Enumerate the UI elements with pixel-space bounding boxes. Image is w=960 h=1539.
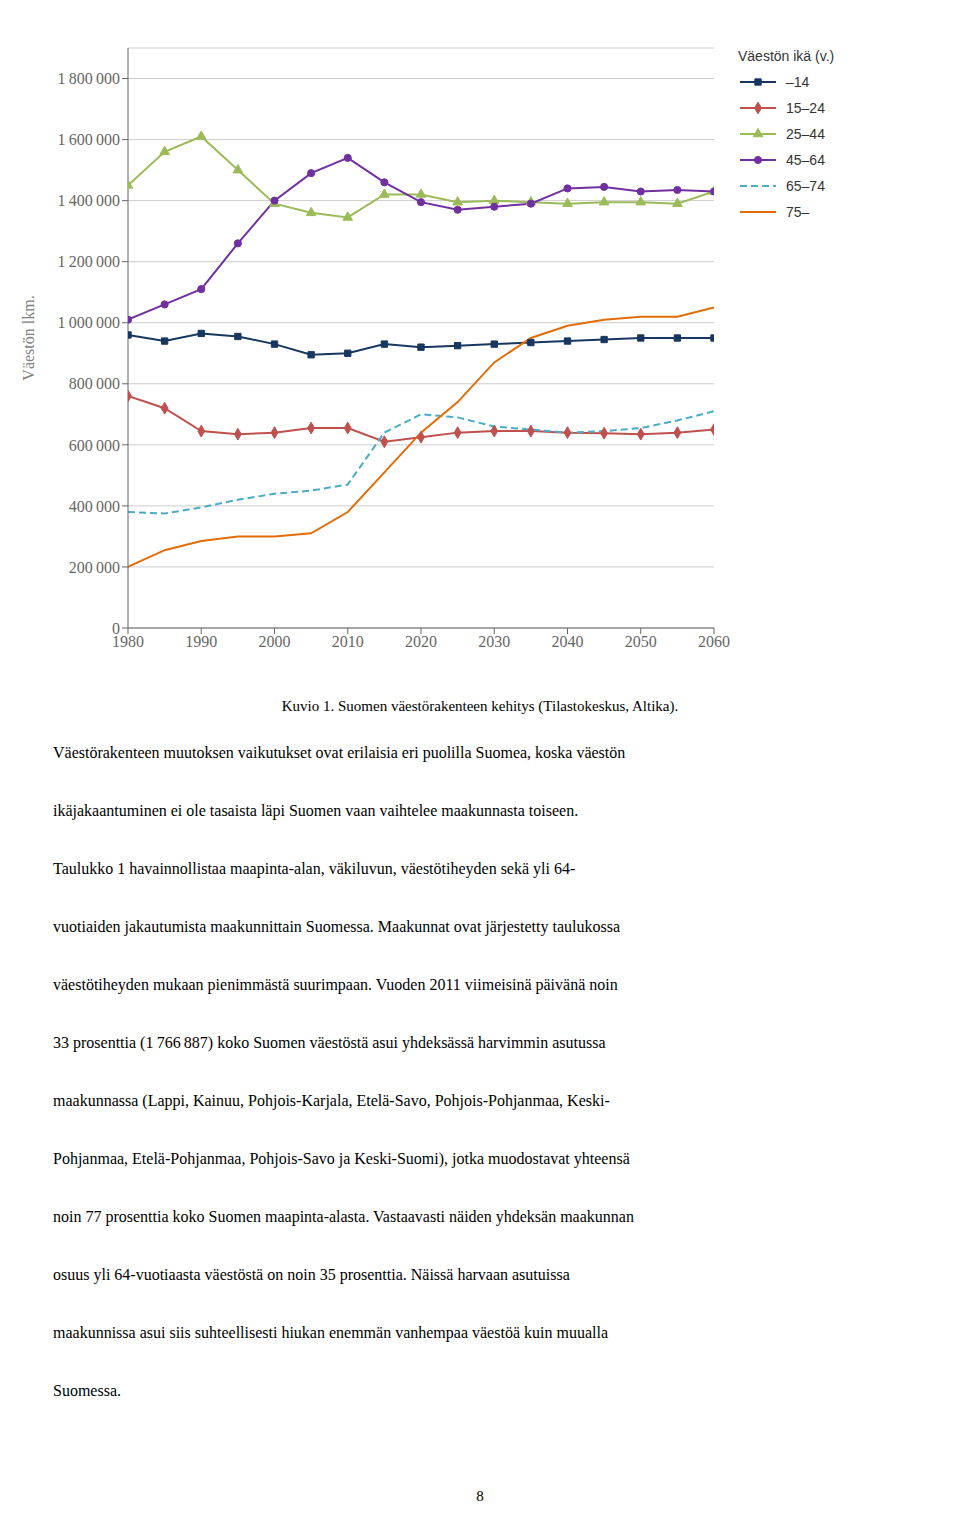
html-text:15–24: 15–24	[786, 100, 825, 116]
html-text:75–: 75–	[786, 204, 810, 220]
html-text:25–44: 25–44	[786, 126, 825, 142]
html-text:Suomessa.: Suomessa.	[53, 1382, 121, 1399]
html-text:Taulukko 1 havainnollistaa maa: Taulukko 1 havainnollistaa maapinta-alan…	[53, 860, 576, 877]
svg-text:2010: 2010	[332, 633, 364, 650]
svg-text:1980: 1980	[112, 633, 144, 651]
svg-text:2000: 2000	[259, 633, 291, 650]
svg-text:600 000: 600 000	[69, 437, 120, 454]
html-text:maakunnassa (Lappi, Kainuu, Po: maakunnassa (Lappi, Kainuu, Pohjois-Karj…	[53, 1092, 610, 1109]
html-text:33 prosenttia (1 766 887) koko: 33 prosenttia (1 766 887) koko Suomen vä…	[53, 1034, 606, 1051]
html-text:Väestörakenteen muutoksen vaik: Väestörakenteen muutoksen vaikutukset ov…	[53, 744, 626, 761]
html-text:noin 77 prosenttia koko Suomen: noin 77 prosenttia koko Suomen maapinta-…	[53, 1208, 634, 1225]
svg-text:2030: 2030	[478, 633, 510, 650]
html-text:osuus yli 64-vuotiaasta väestö: osuus yli 64-vuotiaasta väestöstä on noi…	[53, 1266, 570, 1283]
html-text:–14: –14	[786, 74, 810, 90]
html-text:Pohjanmaa, Etelä-Pohjanmaa, Po: Pohjanmaa, Etelä-Pohjanmaa, Pohjois-Savo…	[53, 1150, 630, 1167]
svg-text:Väestön lkm.: Väestön lkm.	[20, 295, 37, 380]
svg-text:1 600 000: 1 600 000	[58, 131, 120, 148]
svg-text:2060: 2060	[698, 633, 730, 650]
svg-text:200 000: 200 000	[69, 559, 120, 576]
html-text:Väestön ikä (v.): Väestön ikä (v.)	[738, 48, 835, 64]
html-text:väestötiheyden mukaan pienimmä: väestötiheyden mukaan pienimmästä suurim…	[53, 976, 618, 993]
svg-text:1 200 000: 1 200 000	[58, 253, 120, 270]
html-text:vuotiaiden jakautumista maakun: vuotiaiden jakautumista maakunnittain Su…	[53, 918, 620, 935]
html-text:65–74: 65–74	[786, 178, 825, 194]
svg-text:2050: 2050	[625, 633, 657, 650]
svg-text:1 400 000: 1 400 000	[58, 192, 120, 209]
svg-text:1990: 1990	[185, 633, 217, 650]
html-text:maakunnissa asui siis suhteell: maakunnissa asui siis suhteellisesti hiu…	[53, 1324, 608, 1341]
svg-text:1 000 000: 1 000 000	[58, 314, 120, 331]
html-text:45–64: 45–64	[786, 152, 825, 168]
html-text:ikäjakaantuminen ei ole tasais: ikäjakaantuminen ei ole tasaista läpi Su…	[53, 802, 579, 819]
svg-text:800 000: 800 000	[69, 375, 120, 392]
svg-text:2040: 2040	[552, 633, 584, 650]
svg-text:400 000: 400 000	[69, 498, 120, 515]
html-text:Kuvio 1. Suomen väestörakentee: Kuvio 1. Suomen väestörakenteen kehitys …	[281, 698, 679, 714]
svg-text:2020: 2020	[405, 633, 437, 650]
html-text:8: 8	[476, 1488, 484, 1504]
svg-text:0: 0	[112, 620, 120, 637]
svg-text:1 800 000: 1 800 000	[58, 70, 120, 87]
